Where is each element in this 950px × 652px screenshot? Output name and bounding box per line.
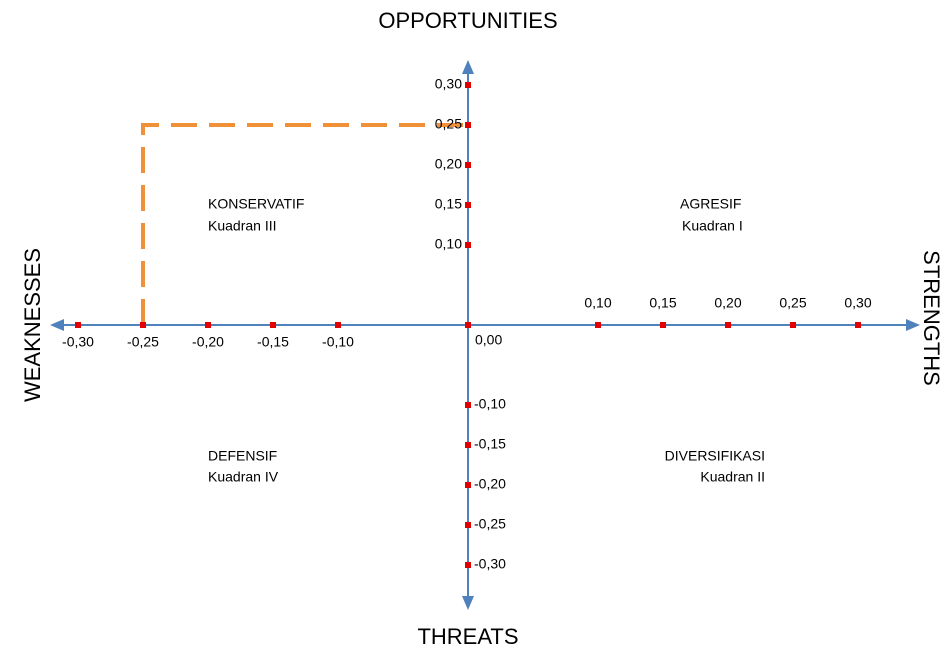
y-tick-label: 0,10: [435, 236, 462, 252]
quadrant-name: DEFENSIF: [208, 448, 277, 464]
tick-mark: [855, 322, 861, 328]
y-tick-label: 0,25: [435, 116, 462, 132]
tick-mark: [465, 562, 471, 568]
tick-mark: [465, 482, 471, 488]
tick-mark: [140, 322, 146, 328]
tick-mark: [465, 202, 471, 208]
tick-mark: [465, 322, 471, 328]
tick-mark: [790, 322, 796, 328]
axis-label-right: STRENGTHS: [919, 250, 944, 386]
arrow: [906, 319, 920, 331]
x-tick-label: -0,20: [192, 334, 224, 350]
x-tick-label: 0,25: [779, 295, 806, 311]
quadrant-name: KONSERVATIF: [208, 196, 304, 212]
tick-mark: [465, 442, 471, 448]
tick-mark: [465, 242, 471, 248]
quadrant-label: Kuadran II: [700, 469, 765, 485]
quadrant-label: Kuadran III: [208, 218, 277, 234]
tick-mark: [335, 322, 341, 328]
tick-mark: [465, 122, 471, 128]
y-tick-label: 0,20: [435, 156, 462, 172]
tick-mark: [465, 162, 471, 168]
y-tick-label: 0,30: [435, 76, 462, 92]
y-tick-label: -0,20: [474, 476, 506, 492]
axis-label-left: WEAKNESSES: [20, 248, 45, 402]
arrow: [462, 596, 474, 610]
quadrant-name: AGRESIF: [680, 196, 741, 212]
tick-mark: [75, 322, 81, 328]
x-tick-label: 0,00: [475, 332, 502, 348]
tick-mark: [595, 322, 601, 328]
tick-mark: [465, 402, 471, 408]
x-tick-label: 0,10: [584, 295, 611, 311]
x-tick-label: -0,15: [257, 334, 289, 350]
x-tick-label: -0,25: [127, 334, 159, 350]
y-tick-label: -0,10: [474, 396, 506, 412]
quadrant-label: Kuadran IV: [208, 469, 279, 485]
y-tick-label: -0,30: [474, 556, 506, 572]
y-tick-label: -0,15: [474, 436, 506, 452]
x-tick-label: -0,10: [322, 334, 354, 350]
y-tick-label: 0,15: [435, 196, 462, 212]
quadrant-label: Kuadran I: [682, 218, 743, 234]
y-tick-label: -0,25: [474, 516, 506, 532]
tick-mark: [465, 522, 471, 528]
tick-mark: [725, 322, 731, 328]
axis-label-top: OPPORTUNITIES: [378, 8, 557, 33]
tick-mark: [270, 322, 276, 328]
x-tick-label: -0,30: [62, 334, 94, 350]
x-tick-label: 0,30: [844, 295, 871, 311]
arrow: [462, 60, 474, 74]
tick-mark: [205, 322, 211, 328]
arrow: [50, 319, 64, 331]
x-tick-label: 0,15: [649, 295, 676, 311]
point-guide: [141, 123, 468, 325]
tick-mark: [660, 322, 666, 328]
axis-label-bottom: THREATS: [417, 624, 518, 649]
quadrant-name: DIVERSIFIKASI: [665, 448, 765, 464]
tick-mark: [465, 82, 471, 88]
x-tick-label: 0,20: [714, 295, 741, 311]
